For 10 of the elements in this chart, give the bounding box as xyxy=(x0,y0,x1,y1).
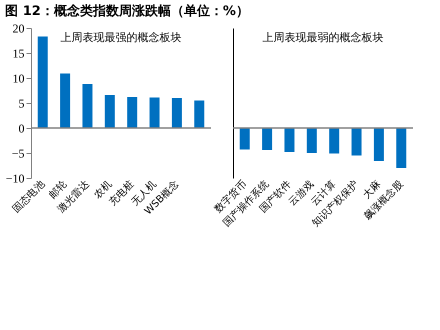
y-tick-label: 20 xyxy=(12,22,24,36)
chart-title: 图 12：概念类指数周涨跌幅（单位：%） xyxy=(5,3,249,19)
chart-subtitle: 上周表现最弱的概念板块 xyxy=(262,31,384,44)
y-tick-label: 15 xyxy=(12,46,24,60)
chart-subtitle: 上周表现最强的概念板块 xyxy=(60,31,182,44)
y-tick-label: 10 xyxy=(12,72,24,86)
y-tick-label: −10 xyxy=(6,172,24,186)
y-tick-label: 5 xyxy=(18,96,24,110)
y-tick-label: −5 xyxy=(12,146,24,160)
y-tick-label: 0 xyxy=(18,122,24,136)
